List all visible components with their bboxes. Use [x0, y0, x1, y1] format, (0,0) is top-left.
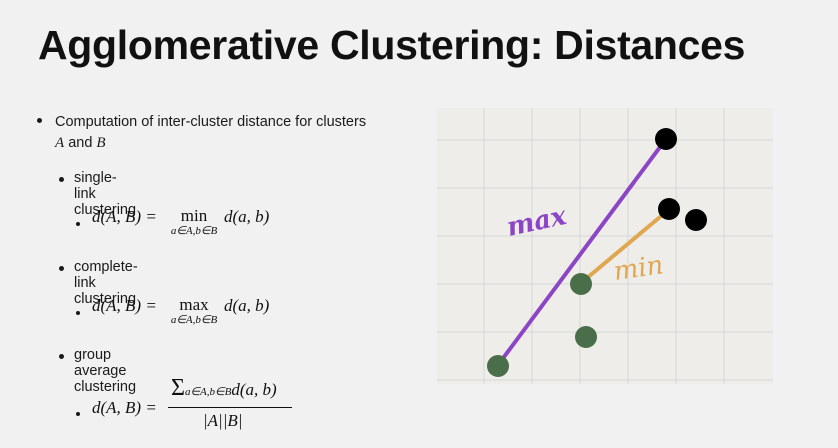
- denominator-text: |A||B|: [203, 411, 243, 430]
- complete-link-lhs: d(A, B) =: [92, 296, 157, 316]
- bullet-dot: [59, 177, 64, 182]
- formula-dot: [76, 311, 80, 315]
- sum-subscript: a∈A,b∈B: [184, 386, 232, 398]
- cluster-b-point: [685, 209, 707, 231]
- single-link-label: single-link clustering: [74, 170, 137, 218]
- cluster-b-point: [658, 198, 680, 220]
- fraction-numerator: Σa∈A,b∈Bd(a, b): [171, 375, 277, 402]
- group-average-lhs: d(A, B) =: [92, 398, 157, 418]
- max-word: max: [179, 295, 209, 314]
- complete-link-rhs: d(a, b): [224, 296, 269, 316]
- bullet-dot: [37, 118, 42, 123]
- var-b: B: [96, 135, 106, 151]
- lhs-text: d(A, B) =: [92, 296, 157, 315]
- max-subscript: a∈A,b∈B: [170, 314, 218, 326]
- diagram-background: [437, 108, 773, 384]
- min-operator: min a∈A,b∈B: [166, 206, 222, 238]
- max-operator: max a∈A,b∈B: [166, 295, 222, 327]
- sum-term: d(a, b): [231, 380, 277, 399]
- min-subscript: a∈A,b∈B: [170, 225, 218, 237]
- fraction-denominator: |A||B|: [203, 411, 242, 431]
- single-link-lhs: d(A, B) =: [92, 207, 157, 227]
- var-a: A: [55, 135, 65, 151]
- bullet-dot: [59, 354, 64, 359]
- fraction-bar: [168, 407, 292, 408]
- rhs-text: d(a, b): [224, 207, 270, 226]
- lhs-text: d(A, B) =: [92, 207, 157, 226]
- cluster-b-point: [655, 128, 677, 150]
- main-bullet-line1: Computation of inter-cluster distance fo…: [55, 114, 367, 130]
- formula-dot: [76, 412, 80, 416]
- rhs-text: d(a, b): [224, 296, 270, 315]
- sigma-symbol: Σ: [171, 375, 185, 401]
- single-link-rhs: d(a, b): [224, 207, 269, 227]
- cluster-a-point: [575, 326, 597, 348]
- group-average-label: group average clustering: [74, 347, 137, 395]
- min-word: min: [180, 206, 208, 225]
- cluster-a-point: [570, 273, 592, 295]
- bullet-dot: [59, 266, 64, 271]
- lhs-text: d(A, B) =: [92, 398, 157, 417]
- cluster-diagram: max min: [437, 108, 773, 384]
- cluster-a-point: [487, 355, 509, 377]
- complete-link-label: complete-link clustering: [74, 259, 138, 307]
- min-label: min: [612, 250, 665, 287]
- formula-dot: [76, 222, 80, 226]
- max-distance-line: [496, 137, 668, 367]
- min-distance-line: [579, 210, 668, 285]
- main-bullet-text: Computation of inter-cluster distance fo…: [55, 112, 405, 154]
- and-word: and: [64, 135, 97, 151]
- slide-title: Agglomerative Clustering: Distances: [38, 22, 746, 68]
